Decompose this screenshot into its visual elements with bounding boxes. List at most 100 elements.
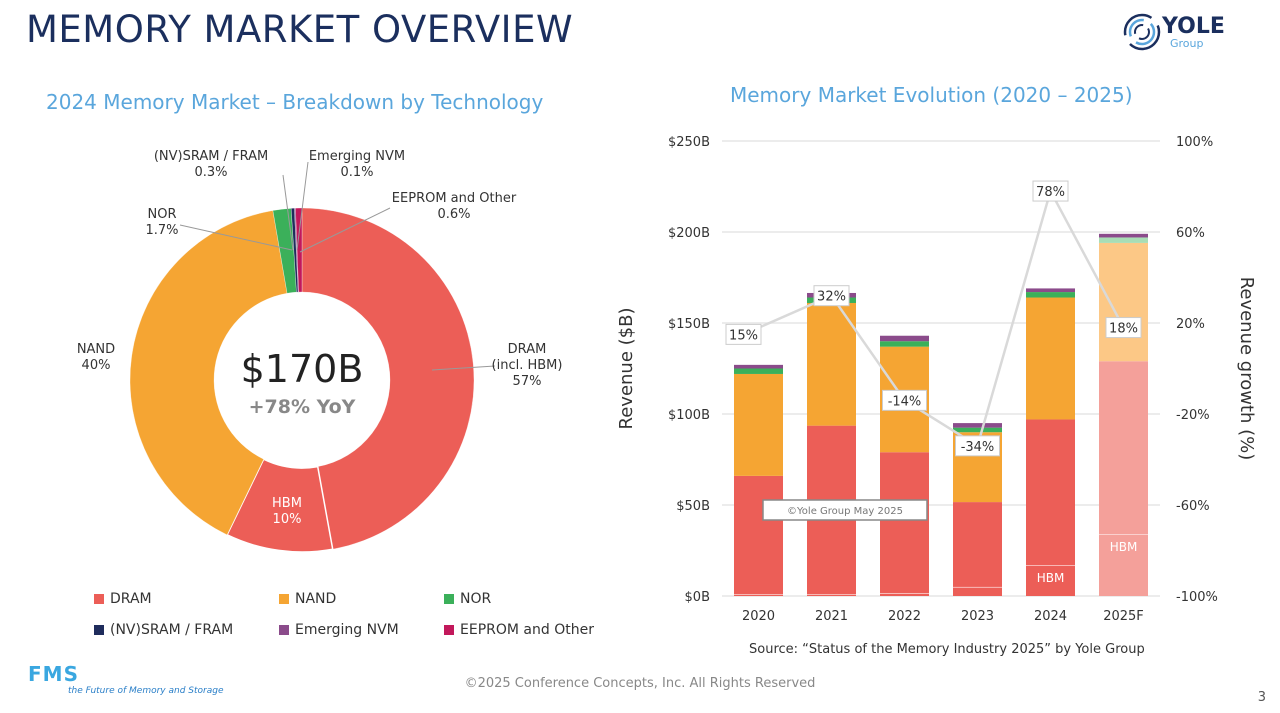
pie-center-value: $170B	[241, 347, 364, 391]
bar-segment-hbm	[1099, 534, 1148, 596]
growth-label: -14%	[888, 394, 922, 409]
x-tick-label: 2023	[961, 609, 994, 624]
y-tick-label: $0B	[685, 590, 710, 605]
pie-label: (incl. HBM)	[492, 358, 563, 373]
y2-tick-label: -60%	[1176, 499, 1210, 514]
legend-label: EEPROM and Other	[460, 622, 594, 638]
leader-line	[179, 224, 293, 251]
bar-segment-dram	[734, 475, 783, 595]
bar-segment-nor	[953, 427, 1002, 433]
bar-segment-dram	[1099, 361, 1148, 535]
slide-title: MEMORY MARKET OVERVIEW	[26, 8, 574, 51]
legend-label: NOR	[460, 591, 492, 607]
pie-label: (NV)SRAM / FRAM	[154, 149, 268, 164]
pie-legend: DRAM NAND NOR (NV)SRAM / FRAM Emerging NVM EE…	[94, 591, 614, 638]
y2-tick-label: 60%	[1176, 226, 1205, 241]
bar-segment-nor	[1026, 292, 1075, 298]
growth-label-box	[813, 285, 850, 307]
bar-segment-hbm	[1026, 565, 1075, 596]
leader-line	[431, 365, 496, 371]
copyright: ©2025 Conference Concepts, Inc. All Righ…	[464, 676, 816, 691]
legend-swatch	[94, 594, 104, 604]
pie-chart-title: 2024 Memory Market – Breakdown by Techno…	[46, 90, 544, 114]
legend-item: EEPROM and Other	[444, 622, 614, 638]
leader-line	[282, 174, 294, 251]
bar-segment-nor	[880, 341, 929, 347]
y-tick-label: $50B	[676, 499, 710, 514]
pie-label-value: 0.6%	[437, 207, 470, 222]
y-tick-label: $250B	[668, 135, 710, 150]
fms-logo-text: FMS	[28, 662, 79, 686]
bar-segment-other	[880, 335, 929, 342]
hbm-label: HBM	[1037, 571, 1065, 585]
bar-chart: $0B -100% $50B -60% $100B -20% $150B 20% $200B 60…	[616, 135, 1257, 624]
logo-subtext: Group	[1170, 37, 1204, 50]
bar-segment-nor	[1099, 237, 1148, 243]
pie-label-value: 57%	[513, 374, 542, 389]
leader-line	[296, 161, 309, 251]
pie-label-value: 1.7%	[145, 223, 178, 238]
bar-segment-hbm	[807, 594, 856, 596]
y2-tick-label: -100%	[1176, 590, 1218, 605]
bar-segment-dram	[880, 452, 929, 594]
bar-segment-nor	[734, 368, 783, 374]
growth-label: 78%	[1036, 185, 1065, 200]
y2-tick-label: 20%	[1176, 317, 1205, 332]
bar-segment-hbm	[880, 593, 929, 596]
bar-segment-hbm	[734, 594, 783, 596]
pie-label: DRAM	[508, 342, 547, 357]
legend-item: (NV)SRAM / FRAM	[94, 622, 279, 638]
fms-logo: FMS the Future of Memory and Storage	[28, 662, 223, 696]
legend-swatch	[279, 594, 289, 604]
watermark: ©Yole Group May 2025	[787, 506, 903, 517]
bar-segment-nand	[807, 302, 856, 426]
bar-segment-other	[1026, 288, 1075, 293]
legend-label: Emerging NVM	[295, 622, 399, 638]
growth-label-box	[725, 323, 762, 345]
x-tick-label: 2025F	[1103, 609, 1144, 624]
bar-segment-hbm	[953, 586, 1002, 596]
x-tick-label: 2022	[888, 609, 921, 624]
legend-item: Emerging NVM	[279, 622, 444, 638]
page-number: 3	[1257, 690, 1266, 705]
legend-swatch	[279, 625, 289, 635]
growth-label: 32%	[817, 290, 846, 305]
x-tick-label: 2021	[815, 609, 848, 624]
pie-label: Emerging NVM	[309, 149, 405, 164]
bar-segment-dram	[1026, 419, 1075, 566]
growth-label-box	[882, 389, 927, 411]
growth-label-box	[1032, 180, 1069, 202]
bar-chart-title: Memory Market Evolution (2020 – 2025)	[730, 83, 1133, 107]
hbm-label: HBM	[1110, 540, 1138, 554]
pie-label-value: 10%	[273, 512, 302, 527]
y2-tick-label: 100%	[1176, 135, 1213, 150]
pie-label-value: 0.1%	[340, 165, 373, 180]
legend-item: NOR	[444, 591, 614, 607]
y2-tick-label: -20%	[1176, 408, 1210, 423]
watermark-box	[762, 499, 928, 521]
y-tick-label: $200B	[668, 226, 710, 241]
growth-label: 15%	[729, 328, 758, 343]
y-axis-label: Revenue ($B)	[616, 308, 637, 430]
fms-tagline: the Future of Memory and Storage	[68, 686, 224, 696]
pie-label-value: 0.3%	[194, 165, 227, 180]
bar-segment-nand	[734, 373, 783, 476]
bar-segment-other	[1099, 233, 1148, 238]
legend-swatch	[444, 594, 454, 604]
yole-swirl-icon	[1123, 13, 1161, 51]
bar-segment-nand	[1026, 297, 1075, 420]
source-note: Source: “Status of the Memory Industry 2…	[749, 642, 1145, 657]
legend-swatch	[444, 625, 454, 635]
pie-label: EEPROM and Other	[392, 191, 517, 206]
legend-item: NAND	[279, 591, 444, 607]
pie-label: NOR	[148, 207, 177, 222]
growth-label-box	[955, 435, 1000, 457]
growth-label: 18%	[1109, 322, 1138, 337]
y-tick-label: $100B	[668, 408, 710, 423]
growth-label-box	[1105, 317, 1142, 339]
logo-text: YOLE	[1162, 14, 1225, 39]
yole-logo: YOLE Group	[1122, 12, 1232, 52]
growth-label: -34%	[961, 440, 995, 455]
bar-segment-other	[953, 423, 1002, 428]
